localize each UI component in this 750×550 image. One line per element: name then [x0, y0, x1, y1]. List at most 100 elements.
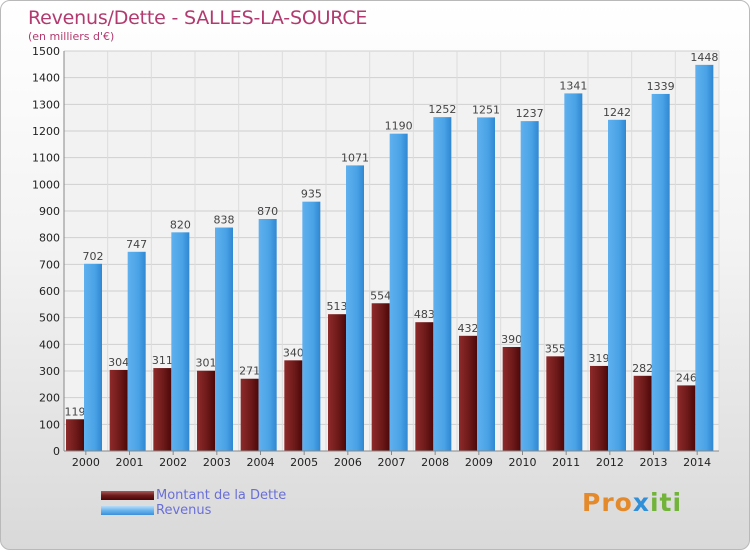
dette-value-label: 340	[283, 346, 304, 359]
x-tick-label: 2009	[465, 456, 493, 469]
revenus-value-label: 1190	[385, 120, 413, 133]
y-tick-label: 1500	[32, 45, 60, 58]
y-tick-label: 300	[39, 365, 60, 378]
dette-bar	[677, 385, 696, 451]
revenus-bar	[215, 227, 233, 451]
dette-value-label: 513	[327, 300, 348, 313]
y-tick-label: 1200	[32, 125, 60, 138]
y-tick-label: 900	[39, 205, 60, 218]
legend-swatch-dette	[101, 491, 154, 500]
revenus-value-label: 1341	[559, 79, 587, 92]
x-tick-label: 2007	[378, 456, 406, 469]
dette-bar	[153, 368, 172, 451]
dette-bar	[502, 347, 521, 451]
y-tick-label: 1000	[32, 178, 60, 191]
dette-value-label: 271	[239, 365, 260, 378]
revenus-bar	[258, 219, 277, 451]
y-tick-label: 500	[39, 312, 60, 325]
y-tick-label: 700	[39, 258, 60, 271]
legend-swatch-revenus	[101, 506, 154, 515]
revenus-value-label: 1339	[647, 80, 675, 93]
revenus-bar	[389, 133, 408, 451]
x-tick-label: 2014	[683, 456, 711, 469]
dette-bar	[109, 369, 128, 451]
dette-value-label: 246	[676, 371, 697, 384]
dette-value-label: 554	[370, 289, 391, 302]
x-tick-label: 2002	[159, 456, 187, 469]
legend: Montant de la Dette Revenus	[101, 488, 361, 518]
revenus-bar	[302, 201, 321, 451]
x-tick-label: 2006	[334, 456, 362, 469]
revenus-bar	[127, 251, 146, 451]
revenus-bar	[346, 165, 364, 451]
dette-bar	[546, 356, 565, 451]
x-tick-label: 2008	[421, 456, 449, 469]
revenus-value-label: 1448	[690, 51, 718, 64]
revenus-value-label: 1242	[603, 106, 631, 119]
dette-bar	[371, 303, 390, 451]
chart-subtitle: (en milliers d'€)	[28, 30, 115, 43]
dette-value-label: 301	[196, 357, 217, 370]
revenus-value-label: 1071	[341, 151, 369, 164]
x-tick-label: 2003	[203, 456, 231, 469]
y-tick-label: 1100	[32, 152, 60, 165]
x-tick-label: 2011	[552, 456, 580, 469]
dette-bar	[66, 419, 84, 451]
y-tick-label: 200	[39, 392, 60, 405]
revenus-bar	[520, 121, 539, 451]
revenus-value-label: 870	[257, 205, 278, 218]
y-tick-label: 0	[53, 445, 60, 458]
dette-value-label: 432	[458, 322, 479, 335]
dette-value-label: 282	[632, 362, 653, 375]
revenus-bar	[564, 93, 583, 452]
revenus-value-label: 820	[170, 218, 191, 231]
revenus-bar	[477, 117, 495, 452]
dette-bar	[590, 365, 608, 451]
legend-label-revenus: Revenus	[156, 503, 212, 518]
proxiti-logo: Proxiti	[582, 488, 683, 517]
revenus-value-label: 935	[301, 188, 322, 201]
y-tick-label: 100	[39, 418, 60, 431]
revenus-value-label: 747	[126, 238, 147, 251]
dette-value-label: 483	[414, 308, 435, 321]
y-tick-label: 800	[39, 232, 60, 245]
dette-value-label: 355	[545, 342, 566, 355]
axes: 0 100 200 300 400 500 600 700 800 900 1000 1100 1200…	[32, 45, 719, 469]
dette-bar	[328, 314, 346, 451]
x-tick-label: 2004	[247, 456, 275, 469]
dette-bar	[197, 370, 215, 451]
dette-bar	[415, 322, 434, 451]
dette-bar	[284, 360, 303, 451]
y-tick-label: 600	[39, 285, 60, 298]
dette-value-label: 119	[65, 405, 86, 418]
y-tick-label: 1400	[32, 72, 60, 85]
dette-value-label: 390	[501, 333, 522, 346]
revenus-bar	[84, 263, 102, 451]
x-tick-label: 2012	[596, 456, 624, 469]
dette-value-label: 304	[108, 356, 129, 369]
revenus-value-label: 1252	[428, 103, 456, 116]
revenus-bar	[433, 117, 452, 451]
dette-value-label: 319	[589, 352, 610, 365]
revenus-bar	[171, 232, 190, 451]
x-tick-label: 2010	[509, 456, 537, 469]
revenus-bar	[608, 119, 626, 452]
revenus-bar	[695, 64, 714, 451]
revenus-value-label: 1251	[472, 103, 500, 116]
x-tick-label: 2005	[290, 456, 318, 469]
x-tick-label: 2001	[116, 456, 144, 469]
dette-value-label: 311	[152, 354, 173, 367]
bars: 119 702 304 747 311 820 301 838 271 870 340 935 513 1…	[65, 51, 718, 452]
legend-label-dette: Montant de la Dette	[156, 488, 287, 503]
x-tick-label: 2013	[640, 456, 668, 469]
dette-bar	[633, 375, 652, 451]
revenus-value-label: 702	[83, 250, 104, 263]
dette-bar	[459, 335, 477, 451]
x-tick-label: 2000	[72, 456, 100, 469]
chart-title: Revenus/Dette - SALLES-LA-SOURCE	[28, 7, 368, 29]
legend-item-revenus: Revenus	[101, 503, 361, 518]
revenus-value-label: 838	[214, 214, 235, 227]
y-tick-label: 1300	[32, 98, 60, 111]
